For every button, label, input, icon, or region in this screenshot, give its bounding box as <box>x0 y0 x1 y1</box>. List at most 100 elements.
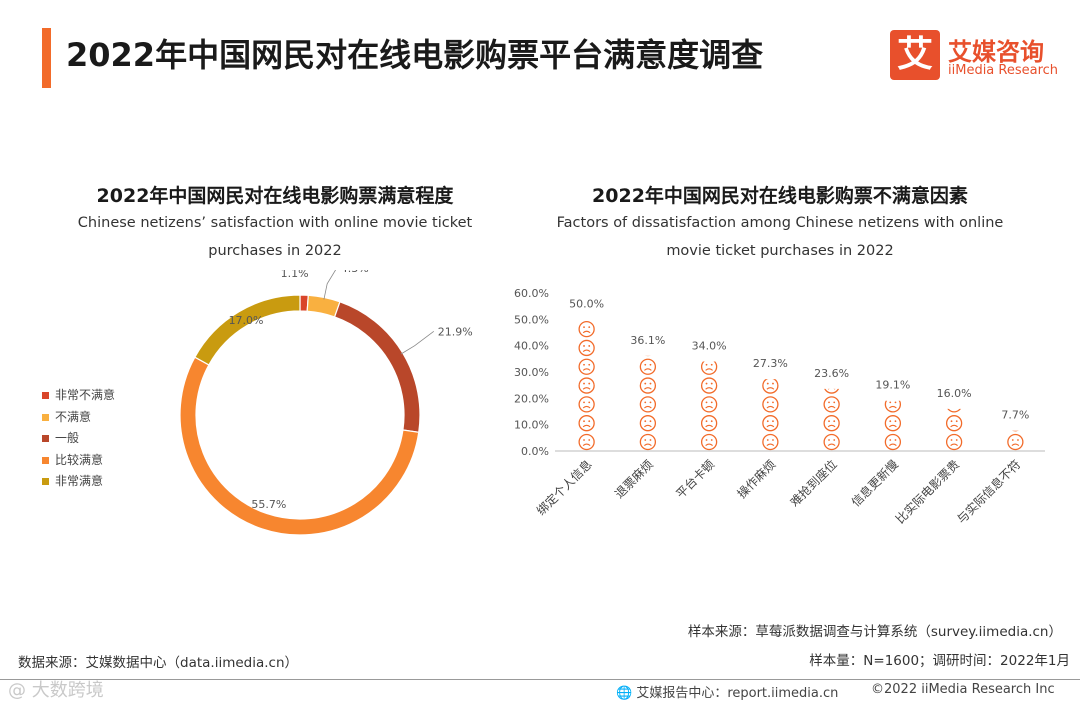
y-tick-label: 40.0% <box>514 340 549 353</box>
watermark: @ 大数跨境 <box>8 680 104 701</box>
donut-value-label: 17.0% <box>229 314 264 327</box>
pictograph-bar-chart: 0.0% 10.0% 20.0% 30.0% 40.0% 50.0% 60.0% 50.0% 绑… <box>514 287 1045 527</box>
sad-face-icon <box>823 415 840 432</box>
bar-chart-subtitle: Factors of dissatisfaction among Chinese… <box>540 209 1020 265</box>
sad-face-icon <box>700 361 718 375</box>
donut-value-label: 1.1% <box>281 270 309 280</box>
donut-slice <box>333 301 421 433</box>
pictograph-bar <box>578 320 595 451</box>
x-category-label: 难抢到座位 <box>787 457 840 510</box>
logo-text-cn: 艾媒咨询 <box>948 38 1044 66</box>
legend-label: 非常不满意 <box>55 388 116 402</box>
sad-face-icon <box>578 358 595 375</box>
sample-size: 样本量：N=1600；调研时间：2022年1月 <box>809 653 1070 669</box>
sad-face-icon <box>700 433 718 451</box>
page-title: 2022年中国网民对在线电影购票平台满意度调查 <box>66 36 764 74</box>
title-accent-bar <box>42 28 51 88</box>
sad-face-icon <box>578 339 595 357</box>
donut-value-label: 21.9% <box>438 325 473 338</box>
sad-face-icon <box>639 433 657 451</box>
bar-value-label: 36.1% <box>630 334 665 347</box>
x-category-label: 比实际电影票贵 <box>892 457 962 527</box>
x-category-label: 绑定个人信息 <box>533 457 595 519</box>
pictograph-bar <box>823 388 840 451</box>
sad-face-icon <box>762 379 779 394</box>
sad-face-icon <box>884 400 902 413</box>
copyright: ©2022 iiMedia Research Inc <box>871 682 1055 697</box>
sad-face-icon <box>762 396 779 413</box>
legend-item: 非常满意 <box>42 472 103 489</box>
sad-face-icon <box>884 415 902 432</box>
sad-face-icon <box>824 388 840 394</box>
donut-slice <box>306 294 341 318</box>
sad-face-icon <box>884 433 902 451</box>
donut-subtitle-line2: purchases in 2022 <box>208 243 342 259</box>
bar-subtitle-line1: Factors of dissatisfaction among Chinese… <box>556 215 1004 231</box>
sad-face-icon <box>1007 433 1024 451</box>
globe-icon: 🌐 <box>616 686 633 701</box>
sad-face-icon <box>762 433 779 451</box>
bar-value-label: 50.0% <box>569 297 604 310</box>
iimedia-logo: 艾 艾媒咨询 iiMedia Research <box>890 30 1065 82</box>
report-center[interactable]: 🌐 艾媒报告中心：report.iimedia.cn <box>616 682 838 701</box>
sad-face-icon <box>578 320 595 338</box>
pictograph-bar <box>884 400 902 451</box>
legend-item: 比较满意 <box>42 451 103 468</box>
pictograph-bar <box>762 379 779 451</box>
bar-value-label: 19.1% <box>875 379 910 392</box>
logo-text-en: iiMedia Research <box>948 63 1059 78</box>
bar-value-label: 34.0% <box>692 339 727 352</box>
donut-slice <box>179 356 420 536</box>
pictograph-bar <box>1007 430 1024 451</box>
sad-face-icon <box>823 433 840 451</box>
donut-chart-subtitle: Chinese netizens’ satisfaction with onli… <box>40 209 510 265</box>
legend-item: 一般 <box>42 429 79 446</box>
y-tick-label: 20.0% <box>514 392 549 405</box>
donut-value-label: 55.7% <box>251 498 286 511</box>
legend-label: 比较满意 <box>55 452 104 467</box>
x-category-label: 信息更新慢 <box>848 457 901 510</box>
sad-face-icon <box>578 396 595 413</box>
pictograph-bar <box>700 361 718 451</box>
bar-chart-title: 2022年中国网民对在线电影购票不满意因素 <box>592 185 968 207</box>
legend-item: 非常不满意 <box>42 386 115 403</box>
bar-value-label: 23.6% <box>814 367 849 380</box>
legend-swatch <box>42 413 49 421</box>
legend-label: 不满意 <box>55 409 92 424</box>
logo-mark: 艾 <box>890 30 940 80</box>
sad-face-icon <box>639 396 657 413</box>
y-tick-label: 0.0% <box>521 445 549 458</box>
legend-swatch <box>42 435 49 442</box>
donut-chart: 1.1% 4.3% 21.9% 55.7% 17.0% <box>179 270 473 536</box>
y-tick-label: 60.0% <box>514 287 549 300</box>
bar-value-label: 7.7% <box>1001 409 1029 422</box>
x-category-label: 操作麻烦 <box>734 457 779 502</box>
sad-face-icon <box>945 433 963 451</box>
legend-label: 非常满意 <box>55 474 104 488</box>
pictograph-bar <box>945 408 963 451</box>
donut-leader-line <box>400 331 435 355</box>
sad-face-icon <box>578 415 595 432</box>
donut-slice <box>194 294 301 366</box>
y-tick-label: 50.0% <box>514 313 549 326</box>
sad-face-icon <box>639 377 657 394</box>
x-category-label: 退票麻烦 <box>611 457 656 502</box>
data-source: 数据来源：艾媒数据中心（data.iimedia.cn） <box>18 655 299 671</box>
sad-face-icon <box>947 408 961 413</box>
donut-value-label: 4.3% <box>341 270 369 275</box>
sad-face-icon <box>700 396 718 413</box>
sad-face-icon <box>578 433 595 451</box>
y-tick-label: 10.0% <box>514 419 549 432</box>
y-tick-label: 30.0% <box>514 366 549 379</box>
pictograph-bar <box>639 355 657 451</box>
donut-chart-title: 2022年中国网民对在线电影购票满意程度 <box>96 185 454 207</box>
sample-source: 样本来源：草莓派数据调查与计算系统（survey.iimedia.cn） <box>687 624 1062 640</box>
sad-face-icon <box>639 415 657 432</box>
donut-subtitle-line1: Chinese netizens’ satisfaction with onli… <box>77 215 473 231</box>
bar-subtitle-line2: movie ticket purchases in 2022 <box>666 243 894 259</box>
sad-face-icon <box>700 415 718 432</box>
x-category-label: 与实际信息不符 <box>953 457 1023 527</box>
sad-face-icon <box>700 377 718 394</box>
legend-swatch <box>42 456 49 464</box>
report-center-text: 艾媒报告中心：report.iimedia.cn <box>636 686 839 701</box>
